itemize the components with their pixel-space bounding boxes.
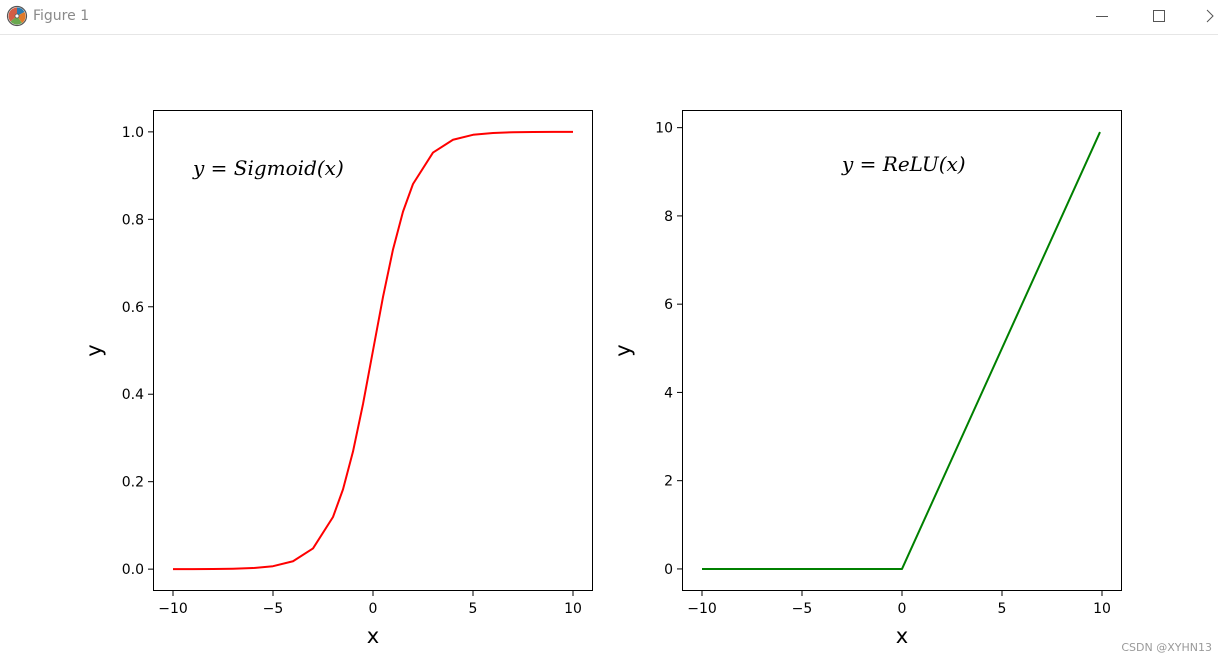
formula-annotation: y = Sigmoid(x) (192, 156, 344, 180)
figure-canvas: −10 −5 0 5 10 0.0 0.2 0.4 0.6 0.8 1.0 x y y = Sigmoid… (82, 110, 1122, 648)
y-tick-label: 0.8 (122, 212, 144, 228)
matplotlib-figure-icon (6, 5, 28, 27)
y-tick-label: 8 (664, 209, 673, 225)
y-axis-label: y (82, 344, 106, 356)
y-axis-label: y (611, 344, 635, 356)
x-tick-label: 0 (369, 601, 378, 617)
y-tick-label: 1.0 (122, 125, 144, 141)
x-axis-label: x (367, 624, 379, 648)
x-tick-label: 10 (1093, 601, 1111, 617)
y-tick-label: 0.0 (122, 562, 144, 578)
y-tick-label: 0.4 (122, 387, 144, 403)
watermark: CSDN @XYHN13 (1121, 641, 1212, 654)
y-tick-label: 0.2 (122, 475, 144, 491)
maximize-icon (1153, 10, 1165, 22)
axes-frame (153, 110, 593, 591)
x-tick-label: 5 (469, 601, 478, 617)
series-line (172, 130, 574, 571)
axes-frame (682, 110, 1122, 591)
maximize-button[interactable] (1138, 0, 1178, 34)
x-tick-label: 10 (564, 601, 582, 617)
more-button[interactable] (1196, 0, 1218, 34)
x-tick-label: 0 (898, 601, 907, 617)
window-titlebar: Figure 1 (0, 0, 1218, 35)
y-tick-label: 4 (664, 385, 673, 401)
y-tick-label: 2 (664, 474, 673, 490)
x-axis-label: x (896, 624, 908, 648)
formula-annotation: y = ReLU(x) (841, 152, 966, 176)
x-tick-label: −10 (687, 601, 717, 617)
x-tick-label: −10 (158, 601, 188, 617)
y-tick-label: 6 (664, 297, 673, 313)
x-tick-label: −5 (263, 601, 284, 617)
y-tick-label: 0.6 (122, 300, 144, 316)
y-tick-label: 0 (664, 562, 673, 578)
sigmoid-subplot: −10 −5 0 5 10 0.0 0.2 0.4 0.6 0.8 1.0 x y y = Sigmoid… (82, 110, 593, 648)
relu-subplot: −10 −5 0 5 10 0 2 4 6 8 10 x y y = ReLU(x) (611, 110, 1122, 648)
chevron-right-icon (1206, 9, 1214, 23)
minimize-icon (1096, 16, 1108, 17)
minimize-button[interactable] (1082, 0, 1122, 34)
x-tick-label: −5 (792, 601, 813, 617)
y-tick-label: 10 (655, 121, 673, 137)
series-line (702, 131, 1101, 570)
plot-area (682, 110, 1122, 591)
x-tick-label: 5 (998, 601, 1007, 617)
window-title: Figure 1 (33, 8, 90, 24)
